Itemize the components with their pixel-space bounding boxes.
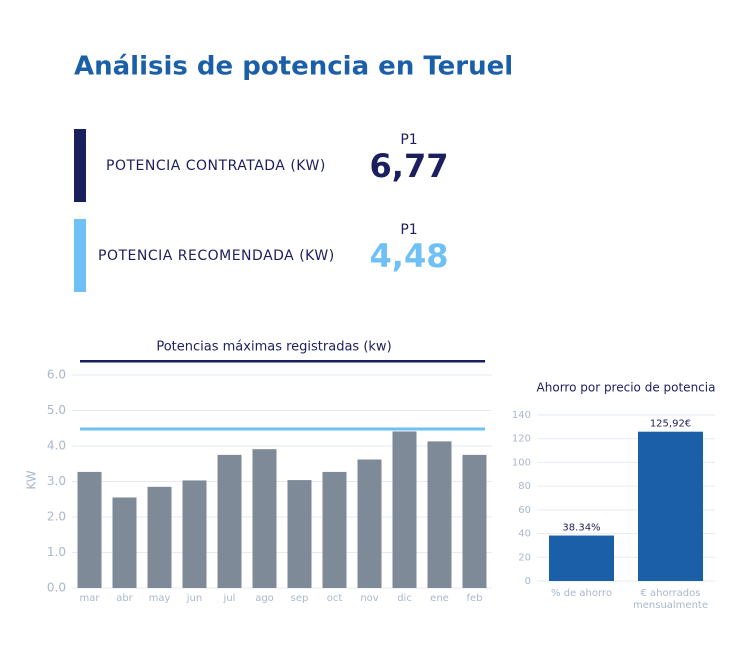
x-tick-label: jun [186,593,202,604]
page-title: Análisis de potencia en Teruel [74,52,513,82]
y-tick-label: 0 [525,576,531,587]
x-tick-label: dic [397,593,412,604]
bar [182,480,207,588]
x-tick-label: oct [327,593,343,604]
bar [287,480,312,588]
bar [252,449,277,588]
card-period: P1 [400,132,417,148]
y-axis-label: KW [25,470,39,489]
y-tick-label: 4.0 [47,439,66,453]
x-tick-label: abr [116,593,133,604]
x-tick-label: jul [223,593,236,604]
chart-title: Potencias máximas registradas (kw) [156,340,391,355]
x-tick-label: % de ahorro [551,588,612,599]
y-tick-label: 40 [518,529,531,540]
y-tick-label: 2.0 [47,510,66,524]
card-accent [74,129,86,202]
card-label: POTENCIA CONTRATADA (KW) [106,158,326,174]
y-tick-label: 6.0 [47,368,66,382]
x-tick-label: mar [80,593,101,604]
y-tick-label: 80 [518,481,531,492]
x-tick-label: feb [466,593,482,604]
card-label: POTENCIA RECOMENDADA (KW) [98,248,335,264]
bar [357,459,382,588]
title-underline [80,360,485,363]
x-tick-label: sep [291,593,309,604]
card-value: 6,77 [370,147,449,185]
bar [322,471,347,588]
bar [112,497,137,588]
x-tick-label: may [149,593,171,604]
bar [392,431,417,588]
card-period: P1 [400,222,417,238]
y-tick-label: 3.0 [47,474,66,488]
bar [462,454,487,588]
y-tick-label: 60 [518,505,531,516]
value-label: 125,92€ [650,419,691,430]
bar [638,431,703,581]
y-tick-label: 1.0 [47,545,66,559]
y-tick-label: 0.0 [47,581,66,595]
value-label: 38.34% [562,523,600,534]
x-tick-label: nov [360,593,378,604]
x-tick-label: ago [255,593,274,604]
bar [217,454,242,588]
card-accent [74,219,86,292]
card-value: 4,48 [370,237,449,275]
y-tick-label: 100 [512,457,531,468]
x-tick-label: € ahorrados mensualmente [633,588,708,611]
bar [549,535,614,581]
y-tick-label: 5.0 [47,403,66,417]
x-tick-label: ene [430,593,449,604]
y-tick-label: 120 [512,434,531,445]
bar [147,486,172,588]
y-tick-label: 20 [518,552,531,563]
bar [427,441,452,588]
chart-title: Ahorro por precio de potencia [537,381,716,395]
bar [77,471,102,588]
y-tick-label: 140 [512,410,531,421]
